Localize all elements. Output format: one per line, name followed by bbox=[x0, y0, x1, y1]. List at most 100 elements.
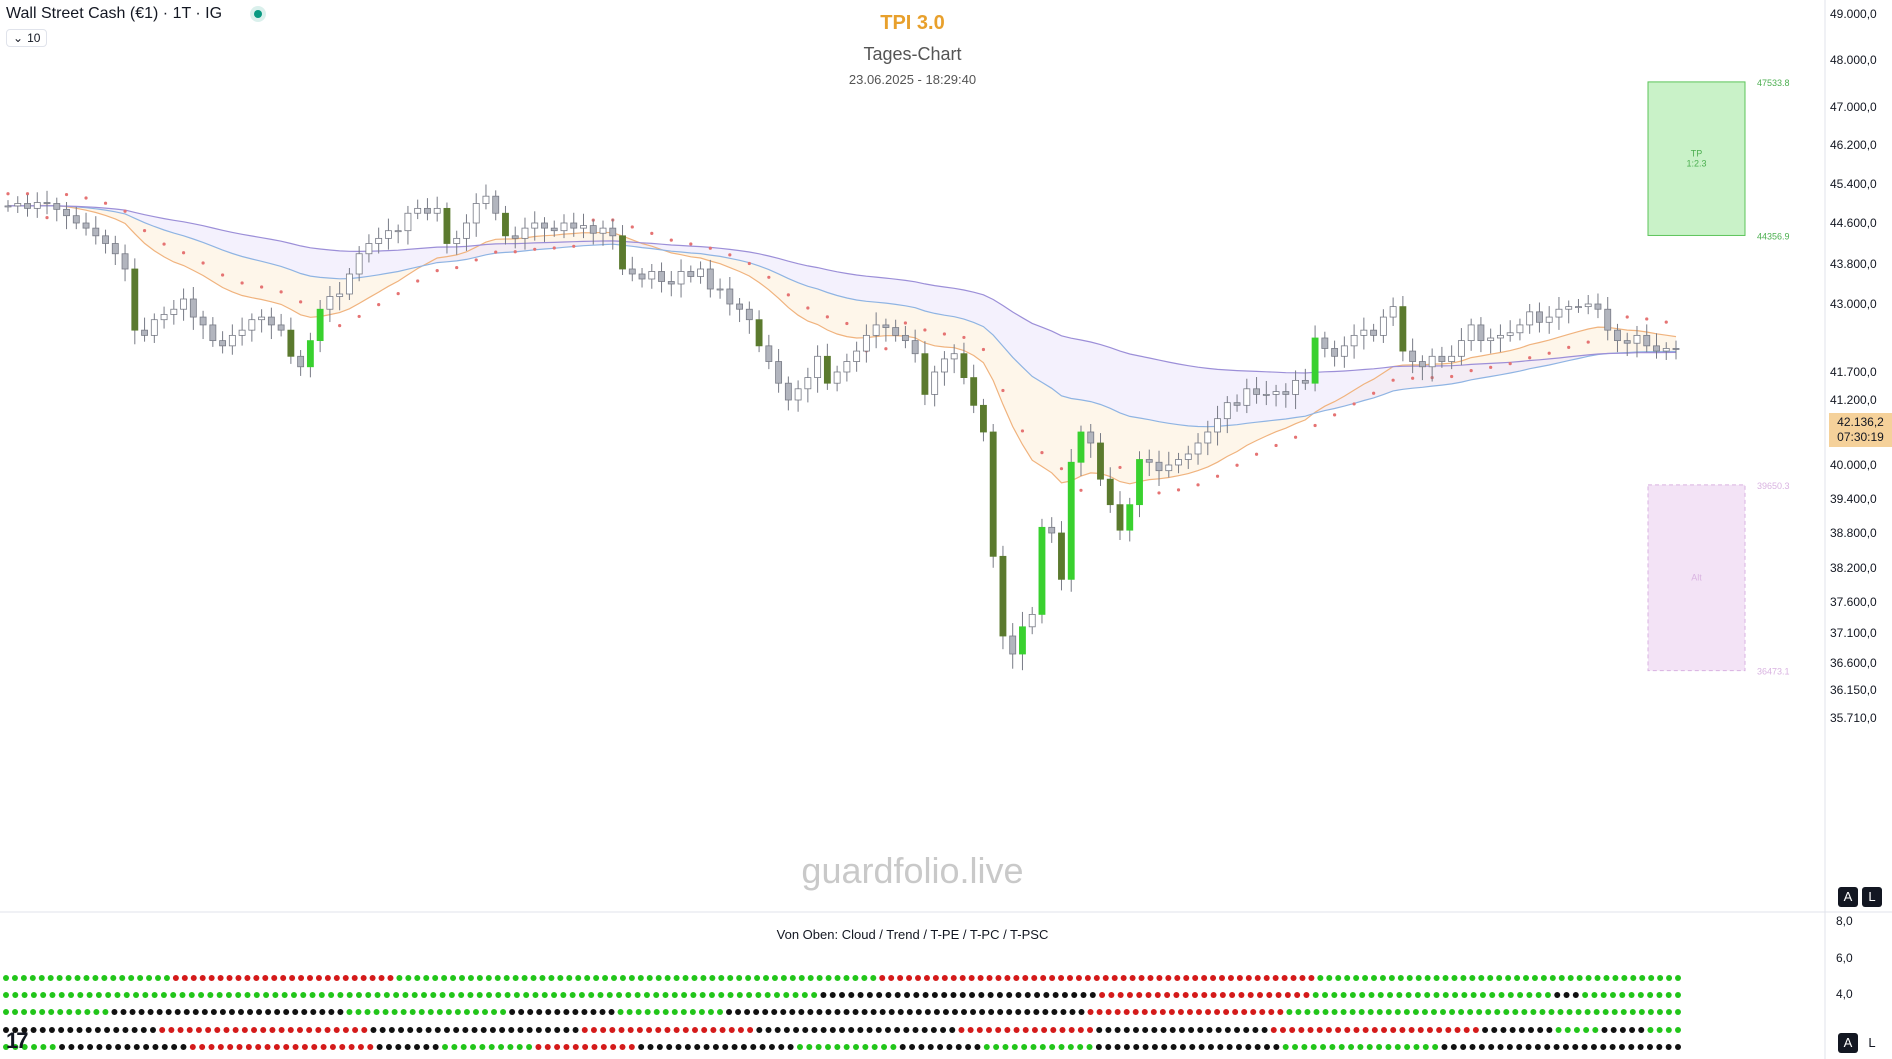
signal-dot bbox=[646, 1027, 653, 1033]
signal-dot bbox=[1368, 992, 1375, 998]
signal-dot bbox=[664, 975, 671, 981]
candle-body bbox=[297, 355, 305, 368]
signal-dot bbox=[256, 1009, 263, 1015]
signal-dot bbox=[1394, 1009, 1401, 1015]
candle-body bbox=[531, 222, 539, 229]
signal-dot bbox=[168, 1027, 175, 1033]
candle-body bbox=[1438, 355, 1446, 362]
signal-dot bbox=[997, 1009, 1004, 1015]
signal-dot bbox=[1151, 1044, 1158, 1050]
signal-dot bbox=[1531, 975, 1538, 981]
candle bbox=[921, 341, 929, 406]
signal-dot bbox=[470, 1044, 477, 1050]
candle bbox=[1536, 302, 1543, 333]
sl-label: Alt bbox=[1691, 573, 1702, 583]
signal-dot bbox=[1317, 975, 1324, 981]
signal-dot bbox=[599, 1009, 606, 1015]
symbol-title[interactable]: Wall Street Cash (€1) · 1T · IG bbox=[6, 5, 223, 22]
signal-dot bbox=[179, 992, 186, 998]
signal-dot bbox=[30, 1027, 37, 1033]
signal-dot bbox=[31, 1044, 38, 1050]
signal-dot bbox=[1656, 1009, 1663, 1015]
candle-body bbox=[170, 308, 178, 315]
candle bbox=[1038, 518, 1046, 624]
signal-dot bbox=[1123, 1009, 1130, 1015]
signal-dot bbox=[1582, 992, 1589, 998]
signal-dot bbox=[535, 1044, 542, 1050]
signal-dot bbox=[214, 1027, 221, 1033]
signal-dot bbox=[807, 1009, 814, 1015]
candle-body bbox=[1370, 329, 1378, 336]
candle bbox=[414, 199, 422, 220]
candle bbox=[531, 211, 539, 241]
candle bbox=[1087, 424, 1095, 458]
signal-dot bbox=[1417, 1027, 1424, 1033]
signal-dot bbox=[281, 992, 288, 998]
signal-dot bbox=[950, 975, 957, 981]
signal-dot bbox=[1371, 1027, 1378, 1033]
signal-dot bbox=[140, 1027, 147, 1033]
sar-dot bbox=[981, 347, 986, 352]
candle bbox=[1399, 296, 1407, 362]
signal-dot bbox=[1308, 975, 1315, 981]
signal-dot bbox=[884, 1027, 891, 1033]
signal-dot bbox=[517, 1027, 524, 1033]
candle bbox=[443, 202, 451, 254]
candle-body bbox=[189, 298, 197, 318]
sar-dot bbox=[708, 246, 712, 250]
candle bbox=[297, 350, 305, 376]
main-price-chart[interactable]: 49.000,0 48.000,0 47.000,0 46.200,0 45.400,0… bbox=[0, 0, 1892, 913]
candle bbox=[4, 200, 12, 212]
signal-dot bbox=[852, 1009, 859, 1015]
indicator-toggle-button[interactable]: ⌄ 10 bbox=[6, 29, 48, 47]
candle-body bbox=[1136, 459, 1143, 506]
signal-dot bbox=[1096, 1027, 1103, 1033]
candle-body bbox=[150, 319, 158, 336]
signal-dot bbox=[113, 1027, 120, 1033]
signal-dot bbox=[1284, 992, 1291, 998]
auto-scale-button[interactable]: A bbox=[1838, 887, 1858, 907]
candle-body bbox=[355, 253, 363, 275]
signal-dot bbox=[1500, 1027, 1507, 1033]
tradingview-logo[interactable]: 17 bbox=[6, 1028, 29, 1053]
signal-dot bbox=[1304, 1009, 1311, 1015]
signal-dot bbox=[123, 992, 130, 998]
candle-body bbox=[1340, 345, 1348, 357]
signal-dot bbox=[292, 1044, 299, 1050]
oscillator-panel[interactable]: 8,0 6,0 4,0 bbox=[0, 913, 1892, 1059]
candle-body bbox=[1028, 614, 1036, 628]
signal-dot bbox=[93, 1009, 100, 1015]
signal-dot bbox=[369, 975, 376, 981]
signal-dot bbox=[1313, 1009, 1320, 1015]
signal-dot bbox=[1254, 975, 1261, 981]
signal-dot bbox=[1031, 1027, 1038, 1033]
symbol-header[interactable]: Wall Street Cash (€1) · 1T · IG bbox=[6, 5, 267, 23]
sar-dot bbox=[84, 196, 88, 200]
signal-dot bbox=[3, 992, 9, 998]
candle bbox=[892, 319, 900, 342]
signal-dot bbox=[1173, 992, 1180, 998]
signal-dot bbox=[710, 1027, 717, 1033]
signal-dot bbox=[174, 1009, 181, 1015]
signal-dot bbox=[1259, 1009, 1266, 1015]
signal-dot bbox=[646, 975, 653, 981]
candle bbox=[355, 246, 363, 282]
candle-body bbox=[1584, 303, 1592, 308]
signal-dot bbox=[1584, 1009, 1591, 1015]
osc-log-scale-button[interactable]: L bbox=[1862, 1033, 1882, 1053]
sar-dot bbox=[1040, 451, 1044, 455]
signal-dot bbox=[1004, 1027, 1011, 1033]
candle bbox=[1516, 318, 1524, 341]
signal-dot bbox=[342, 975, 349, 981]
signal-dot bbox=[735, 1009, 742, 1015]
signal-dot bbox=[111, 1009, 118, 1015]
log-scale-button[interactable]: L bbox=[1862, 887, 1882, 907]
signal-dot bbox=[974, 1044, 981, 1050]
signal-dot bbox=[509, 1009, 516, 1015]
candle bbox=[102, 229, 109, 254]
osc-auto-scale-button[interactable]: A bbox=[1838, 1033, 1858, 1053]
candle bbox=[53, 197, 61, 222]
candle bbox=[1175, 452, 1182, 474]
signal-dot bbox=[1656, 1044, 1663, 1050]
candle bbox=[589, 219, 597, 245]
